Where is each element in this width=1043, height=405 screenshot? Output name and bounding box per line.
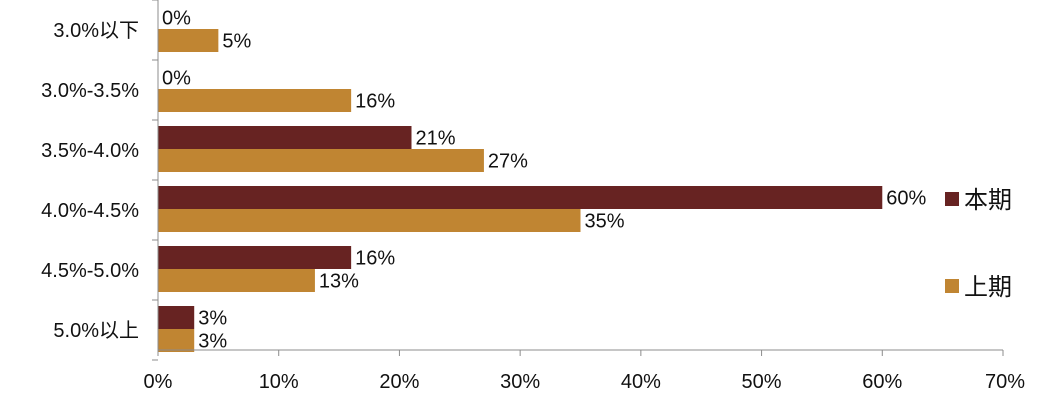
category-label-1: 3.0%以下: [53, 20, 139, 42]
bar-series2-cat4: [158, 209, 581, 232]
data-label-series1-cat3: 21%: [416, 128, 456, 150]
x-tick-label-10: 10%: [259, 371, 299, 393]
legend-swatch-series1: [945, 192, 959, 206]
data-label-series2-cat1: 5%: [222, 31, 251, 53]
data-label-series1-cat2: 0%: [162, 68, 191, 90]
x-tick-label-40: 40%: [621, 371, 661, 393]
bar-series2-cat6: [158, 329, 195, 352]
category-label-3: 3.5%-4.0%: [41, 140, 139, 162]
bars-layer: [158, 29, 883, 352]
legend-label-series1: 本期: [964, 187, 1012, 214]
bar-series2-cat1: [158, 29, 219, 52]
category-label-4: 4.0%-4.5%: [41, 200, 139, 222]
category-label-5: 4.5%-5.0%: [41, 260, 139, 282]
bar-series1-cat5: [158, 246, 352, 269]
x-tick-label-50: 50%: [742, 371, 782, 393]
data-label-series2-cat6: 3%: [198, 331, 227, 353]
x-tick-label-20: 20%: [379, 371, 419, 393]
legend-label-series2: 上期: [964, 274, 1012, 301]
x-tick-label-70: 70%: [985, 371, 1025, 393]
bar-series1-cat6: [158, 306, 195, 329]
x-tick-label-0: 0%: [144, 371, 173, 393]
data-label-series2-cat5: 13%: [319, 271, 359, 293]
data-label-series2-cat3: 27%: [488, 151, 528, 173]
x-tick-label-30: 30%: [500, 371, 540, 393]
axes-layer: [152, 0, 1004, 361]
x-tick-label-60: 60%: [862, 371, 902, 393]
data-label-series1-cat6: 3%: [198, 308, 227, 330]
legend-swatch-series2: [945, 279, 959, 293]
data-label-series1-cat4: 60%: [886, 188, 926, 210]
bar-series2-cat2: [158, 89, 352, 112]
data-label-series2-cat2: 16%: [355, 91, 395, 113]
bar-series2-cat5: [158, 269, 315, 292]
bar-series2-cat3: [158, 149, 484, 172]
bar-series1-cat3: [158, 126, 412, 149]
category-label-2: 3.0%-3.5%: [41, 80, 139, 102]
data-label-series1-cat1: 0%: [162, 8, 191, 30]
category-label-6: 5.0%以上: [53, 319, 139, 342]
bar-series1-cat4: [158, 186, 883, 209]
labels-layer: 0% 5% 3.0%以下 0% 16% 3.0%-3.5% 21% 27% 3.5%-4.0% 6…: [41, 8, 1025, 394]
data-label-series1-cat5: 16%: [355, 248, 395, 270]
data-label-series2-cat4: 35%: [585, 211, 625, 233]
